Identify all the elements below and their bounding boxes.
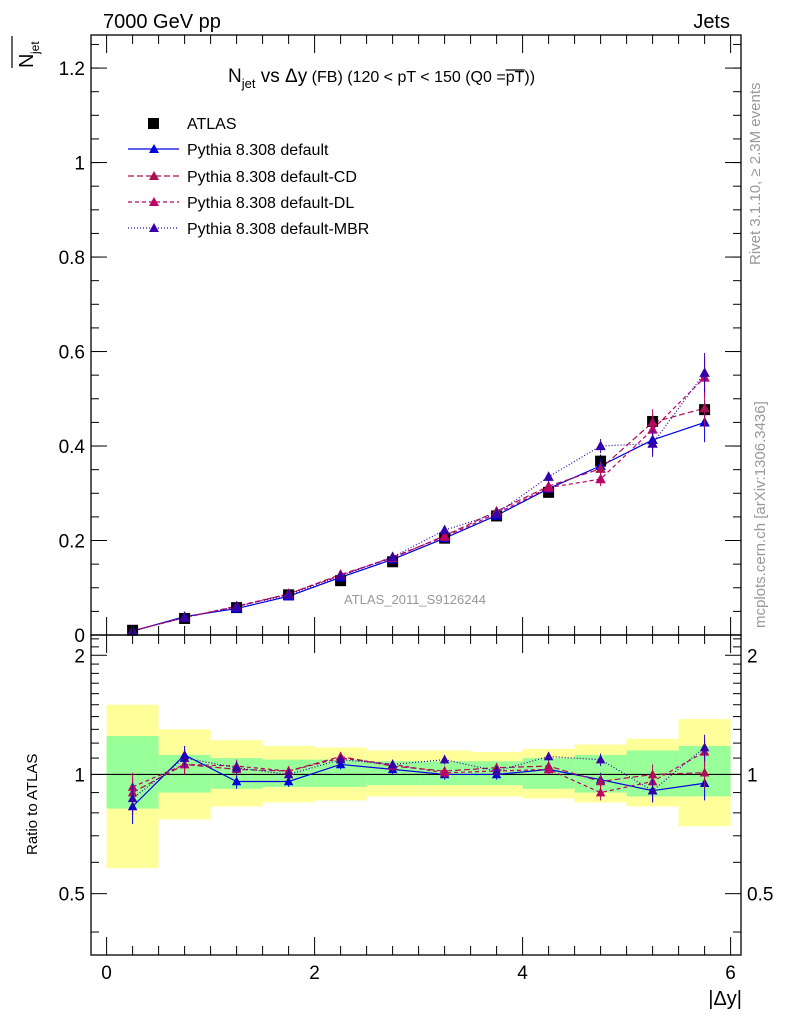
title-sub: jet: [241, 76, 256, 91]
ratio-line-cd: [132, 755, 705, 794]
main-point-mbr: [439, 524, 450, 535]
main-point-cd: [595, 463, 606, 473]
main-line-mbr: [132, 372, 706, 632]
ratio-line-mbr: [132, 746, 705, 799]
main-point-mbr: [335, 570, 346, 581]
ratio-point-dl: [543, 764, 554, 774]
main-ylabel-main: N: [16, 54, 38, 68]
legend-marker-cd: [149, 171, 159, 180]
main-point-mbr: [231, 601, 242, 611]
main-point-mbr: [387, 551, 398, 562]
main-point-dl: [647, 423, 658, 434]
ratio-point-mbr: [543, 751, 554, 761]
main-ytick-label: 1: [74, 154, 85, 175]
ratio-point-mbr: [283, 769, 294, 779]
ratio-ytick-label: 1: [74, 765, 85, 786]
ratio-point-default: [231, 776, 242, 786]
ratio-line-default: [132, 754, 705, 807]
main-line-cd: [132, 407, 705, 632]
title-small: (FB) (120 < pT < 150 (Q0 =: [307, 69, 505, 86]
title-mid: vs Δy: [255, 66, 307, 87]
ratio-xtick-label: 0: [101, 963, 112, 984]
main-point-mbr: [647, 438, 658, 448]
ratio-ytick-label: 2: [74, 646, 85, 667]
main-point-mbr: [179, 612, 190, 622]
main-ytick-label: 0.2: [59, 532, 85, 553]
legend-label-dl: Pythia 8.308 default-DL: [187, 195, 354, 212]
ratio-ytick-label-right: 2: [747, 646, 758, 667]
plot-frames: [90, 34, 742, 956]
main-point-dl: [595, 473, 606, 484]
rivet-version-label: Rivet 3.1.10, ≥ 2.3M events: [747, 83, 764, 266]
main-point-dl: [543, 482, 554, 492]
analysis-label: ATLAS_2011_S9126244: [344, 592, 486, 607]
ratio-point-mbr: [335, 754, 346, 764]
ratio-ytick-label-right: 0.5: [747, 885, 773, 906]
main-point-mbr: [595, 440, 606, 451]
ratio-point-dl: [439, 767, 450, 777]
ratio-point-mbr: [595, 754, 606, 764]
ratio-point-cd: [699, 767, 710, 777]
ratio-point-cd: [595, 776, 606, 786]
main-ytick-label: 0.6: [59, 343, 85, 364]
ratio-line-dl: [132, 751, 705, 794]
energy-label: 7000 GeV pp: [103, 11, 221, 33]
ratio-xtick-label: 4: [517, 963, 528, 984]
process-label: Jets: [693, 11, 730, 33]
legend-label-mbr: Pythia 8.308 default-MBR: [187, 221, 369, 238]
title-end: )): [524, 69, 535, 86]
ratio-xtick-label: 6: [725, 963, 736, 984]
main-point-dl: [439, 531, 450, 541]
ratio-point-mbr: [699, 742, 710, 752]
axes: 00.20.40.60.811.20 2 4 60.5 0.51 12 2: [59, 35, 773, 984]
title-over: pT: [506, 69, 525, 86]
ratio-ytick-label: 0.5: [59, 885, 85, 906]
legend-label-default: Pythia 8.308 default: [187, 142, 329, 159]
ratio-point-mbr: [231, 762, 242, 772]
legend-marker-mbr: [149, 223, 159, 232]
ratio-xtick-label: 2: [309, 963, 320, 984]
ratio-bands: [106, 704, 731, 869]
main-point-mbr: [491, 508, 502, 518]
legend-marker-dl: [149, 197, 159, 206]
main-point-mbr: [543, 471, 554, 481]
ratio-point-mbr: [127, 793, 138, 803]
ratio-point-mbr: [439, 754, 450, 764]
ratio-point-dl: [595, 787, 606, 797]
ratio-point-mbr: [179, 753, 190, 762]
legend-marker-atlas: [148, 118, 159, 129]
main-line-dl: [132, 377, 706, 632]
main-ytick-label: 1.2: [59, 59, 85, 80]
legend-label-cd: Pythia 8.308 default-CD: [187, 169, 357, 186]
ratio-series: [127, 734, 710, 824]
ratio-point-mbr: [387, 759, 398, 769]
ratio-frame: [90, 634, 742, 956]
main-ytick-label: 0.8: [59, 248, 85, 269]
legend-marker-default: [149, 144, 159, 153]
ratio-ytick-label-right: 1: [747, 765, 758, 786]
ratio-point-mbr: [491, 766, 502, 775]
title-n: N: [228, 66, 242, 87]
main-point-mbr: [699, 367, 710, 377]
legend: ATLAS Pythia 8.308 default Pythia 8.308 …: [128, 116, 369, 238]
main-title: Njet vs Δy (FB) (120 < pT < 150 (Q0 =pT)…: [228, 66, 535, 91]
main-point-mbr: [283, 589, 294, 599]
ratio-ylabel: Ratio to ATLAS: [24, 754, 41, 855]
main-ylabel-sub: jet: [28, 41, 42, 55]
ratio-point-mbr: [647, 785, 658, 795]
main-ytick-label: 0: [74, 626, 85, 647]
main-point-cd: [699, 402, 710, 413]
mcplots-label: mcplots.cern.ch [arXiv:1306.3436]: [752, 401, 769, 628]
legend-label-atlas: ATLAS: [187, 116, 237, 133]
ratio-point-default: [283, 776, 294, 786]
main-ytick-label: 0.4: [59, 437, 86, 458]
main-ylabel: N jet: [11, 36, 42, 68]
x-axis-label: |Δy|: [708, 988, 742, 1010]
